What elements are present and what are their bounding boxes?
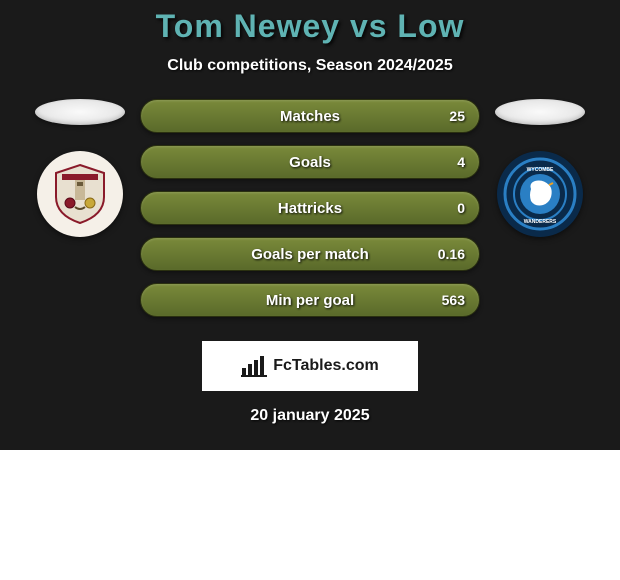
page-title: Tom Newey vs Low	[0, 8, 620, 45]
stats-area: Matches 25 Goals 4 Hattricks 0 Goals per…	[0, 99, 620, 317]
stat-value-right: 25	[449, 108, 465, 124]
subtitle: Club competitions, Season 2024/2025	[0, 57, 620, 75]
player-right-photo-placeholder	[495, 99, 585, 125]
stat-row-hattricks: Hattricks 0	[140, 191, 480, 225]
stat-label: Min per goal	[266, 292, 354, 309]
player-left-column	[30, 99, 130, 237]
player-right-column: WYCOMBE WANDERERS	[490, 99, 590, 237]
brand-box[interactable]: FcTables.com	[202, 341, 418, 391]
stat-value-right: 0.16	[438, 246, 465, 262]
svg-text:WANDERERS: WANDERERS	[524, 219, 557, 225]
stat-value-right: 0	[457, 200, 465, 216]
stat-value-right: 4	[457, 154, 465, 170]
date-line: 20 january 2025	[0, 407, 620, 425]
stat-row-matches: Matches 25	[140, 99, 480, 133]
wycombe-crest-icon: WYCOMBE WANDERERS	[503, 157, 577, 231]
stat-label: Goals	[289, 154, 331, 171]
stat-value-right: 563	[442, 292, 465, 308]
brand-text: FcTables.com	[273, 357, 379, 375]
svg-text:WYCOMBE: WYCOMBE	[527, 167, 554, 173]
comparison-card: Tom Newey vs Low Club competitions, Seas…	[0, 0, 620, 450]
player-left-photo-placeholder	[35, 99, 125, 125]
stat-row-goals: Goals 4	[140, 145, 480, 179]
stat-row-goals-per-match: Goals per match 0.16	[140, 237, 480, 271]
stat-label: Matches	[280, 108, 340, 125]
stat-rows: Matches 25 Goals 4 Hattricks 0 Goals per…	[140, 99, 480, 317]
club-left-crest	[37, 151, 123, 237]
bar-chart-icon	[241, 355, 267, 377]
stat-row-min-per-goal: Min per goal 563	[140, 283, 480, 317]
northampton-crest-icon	[52, 163, 108, 225]
stat-label: Hattricks	[278, 200, 342, 217]
stat-label: Goals per match	[251, 246, 369, 263]
club-right-crest: WYCOMBE WANDERERS	[497, 151, 583, 237]
